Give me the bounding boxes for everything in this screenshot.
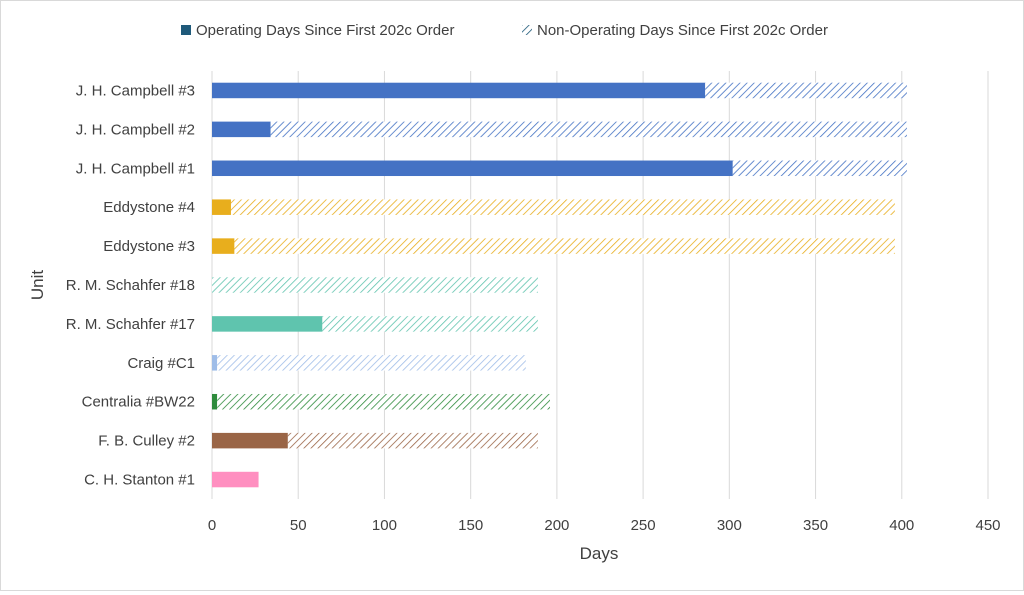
category-label: R. M. Schahfer #17: [66, 316, 195, 333]
category-label: Eddystone #3: [103, 238, 195, 255]
bar-non-operating: [322, 316, 538, 332]
category-label: J. H. Campbell #1: [76, 160, 195, 177]
x-tick-label: 400: [889, 517, 914, 534]
category-label: J. H. Campbell #3: [76, 82, 195, 99]
bar-non-operating: [212, 277, 538, 293]
bar-non-operating: [270, 121, 907, 138]
category-label: R. M. Schahfer #18: [66, 277, 195, 294]
x-axis-title: Days: [580, 544, 619, 563]
bar-operating: [212, 393, 218, 410]
bars: [212, 82, 907, 488]
grid: [211, 71, 989, 499]
y-axis-title: Unit: [28, 270, 47, 301]
x-tick-label: 100: [372, 517, 397, 534]
x-tick-label: 250: [631, 517, 656, 534]
category-label: Eddystone #4: [103, 199, 195, 216]
x-tick-label: 450: [975, 517, 1000, 534]
bar-non-operating: [287, 432, 538, 449]
legend: Operating Days Since First 202c Order Non…: [181, 22, 828, 39]
legend-label-non-operating: Non-Operating Days Since First 202c Orde…: [537, 22, 828, 39]
bar-non-operating: [217, 393, 550, 410]
bar-operating: [212, 238, 235, 254]
bar-non-operating: [732, 160, 907, 177]
category-label: F. B. Culley #2: [98, 433, 195, 450]
bar-operating: [212, 121, 271, 138]
x-tick-label: 150: [458, 517, 483, 534]
x-tick-label: 350: [803, 517, 828, 534]
category-label: Craig #C1: [127, 355, 195, 372]
bar-operating: [212, 316, 323, 332]
x-tick-labels: 0 50 100 150 200 250 300 350 400 450: [208, 517, 1001, 534]
bar-non-operating: [705, 82, 907, 99]
bar-operating: [212, 471, 259, 488]
bar-operating: [212, 432, 288, 449]
bar-operating: [212, 160, 733, 177]
bar-operating: [212, 82, 706, 99]
bar-non-operating: [217, 355, 526, 371]
bar-operating: [212, 355, 218, 371]
category-label: C. H. Stanton #1: [84, 472, 195, 489]
category-label: Centralia #BW22: [82, 394, 195, 411]
legend-swatch-operating: [181, 25, 191, 35]
x-tick-label: 0: [208, 517, 216, 534]
x-tick-label: 300: [717, 517, 742, 534]
x-tick-label: 200: [544, 517, 569, 534]
legend-swatch-non-operating: [522, 25, 532, 35]
legend-label-operating: Operating Days Since First 202c Order: [196, 22, 454, 39]
bar-non-operating: [230, 199, 895, 215]
category-labels: J. H. Campbell #3 J. H. Campbell #2 J. H. …: [66, 82, 195, 488]
x-tick-label: 50: [290, 517, 307, 534]
bar-operating: [212, 199, 231, 215]
category-label: J. H. Campbell #2: [76, 121, 195, 138]
bar-non-operating: [234, 238, 895, 254]
